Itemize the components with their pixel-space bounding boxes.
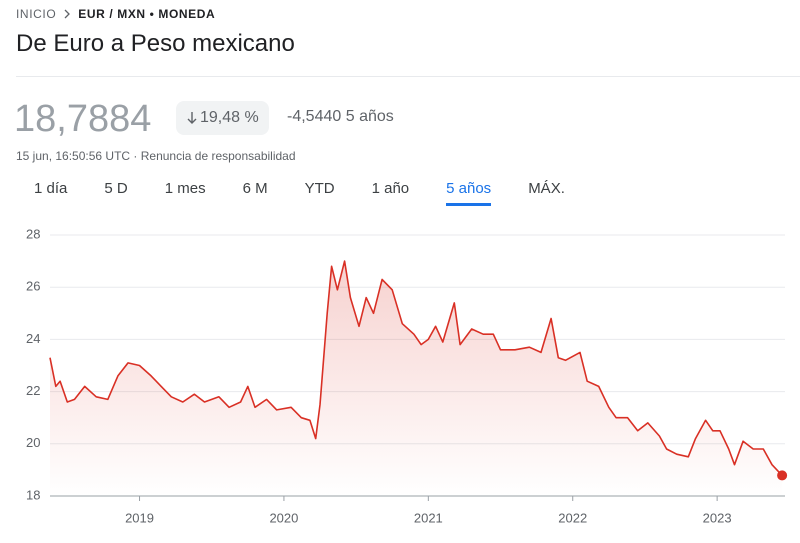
breadcrumb-home[interactable]: INICIO xyxy=(16,7,57,21)
range-tabs: 1 día 5 D 1 mes 6 M YTD 1 año 5 años MÁX. xyxy=(34,180,602,206)
y-tick-label: 26 xyxy=(26,279,40,294)
x-tick-label: 2019 xyxy=(125,510,154,525)
price: 18,7884 xyxy=(14,98,152,140)
range-tab[interactable]: 1 año xyxy=(371,180,410,197)
page-title: De Euro a Peso mexicano xyxy=(16,30,295,57)
x-tick-label: 2021 xyxy=(414,510,443,525)
range-tab[interactable]: 1 mes xyxy=(164,180,206,197)
breadcrumb-current: EUR / MXN • MONEDA xyxy=(78,7,216,21)
area-fill xyxy=(50,261,783,496)
change-percent: 19,48 % xyxy=(200,109,259,126)
change-chip: 19,48 % xyxy=(176,101,269,135)
range-tab[interactable]: MÁX. xyxy=(528,180,565,197)
range-tab[interactable]: 5 D xyxy=(104,180,128,197)
x-tick-label: 2022 xyxy=(558,510,587,525)
change-abs-row: -4,5440 5 años xyxy=(287,108,394,126)
last-point xyxy=(777,470,788,481)
chevron-icon xyxy=(64,9,71,19)
y-tick-label: 20 xyxy=(26,435,40,450)
y-tick-label: 24 xyxy=(26,331,40,346)
change-period: 5 años xyxy=(345,108,394,125)
divider xyxy=(16,76,800,77)
down-arrow-icon xyxy=(187,112,197,124)
y-tick-label: 22 xyxy=(26,383,40,398)
y-tick-label: 18 xyxy=(26,487,40,502)
change-abs: -4,5440 xyxy=(287,108,342,125)
range-tab[interactable]: 1 día xyxy=(34,180,68,197)
range-tab[interactable]: YTD xyxy=(304,180,335,197)
range-tab[interactable]: 6 M xyxy=(242,180,268,197)
x-tick-label: 2023 xyxy=(703,510,732,525)
price-line xyxy=(49,260,783,476)
timestamp: 15 jun, 16:50:56 UTC · Renuncia de respo… xyxy=(16,149,296,163)
breadcrumb: INICIO EUR / MXN • MONEDA xyxy=(16,7,215,21)
y-tick-label: 28 xyxy=(26,226,40,241)
range-tab[interactable]: 5 años xyxy=(446,180,492,206)
x-tick-label: 2020 xyxy=(269,510,298,525)
